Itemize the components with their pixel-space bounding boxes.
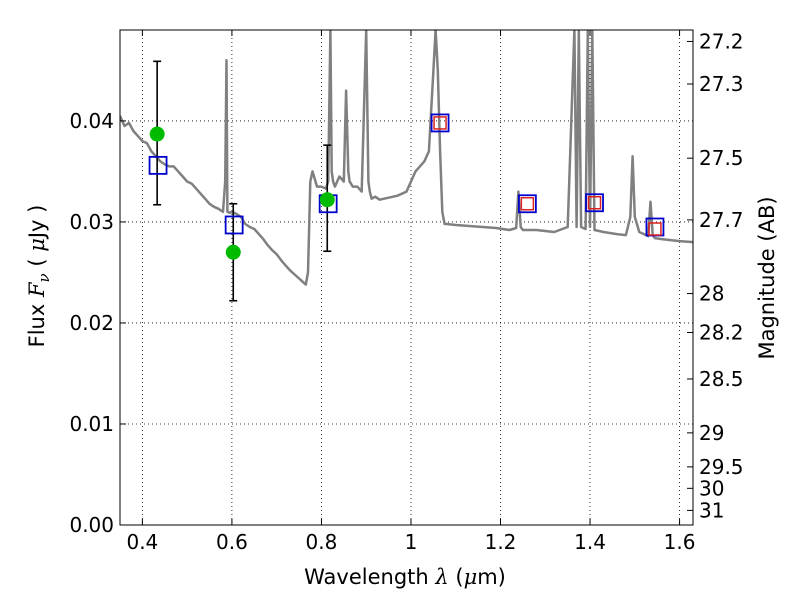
x-label-mu: μ — [464, 565, 478, 589]
mag-tick-label: 27.2 — [699, 29, 744, 53]
x-label-text: Wavelength — [304, 565, 435, 589]
model-point — [224, 215, 244, 235]
y-label-paren: ( — [25, 252, 49, 274]
mag-tick-label: 28.5 — [699, 367, 744, 391]
mag-tick-label: 30 — [699, 476, 724, 500]
mag-tick-label: 31 — [699, 498, 724, 522]
y-label-F: F — [25, 281, 49, 298]
y-tick-label: 0.02 — [69, 311, 114, 335]
upper-point — [520, 197, 535, 211]
mag-tick-label: 27.7 — [699, 208, 744, 232]
mag-tick-label: 27.5 — [699, 146, 744, 170]
y-tick-label: 0.04 — [69, 109, 114, 133]
y-label-nu: ν — [35, 273, 53, 282]
x-tick-label: 0.8 — [306, 530, 338, 554]
mag-tick-label: 29.5 — [699, 455, 744, 479]
observed-point — [225, 244, 241, 260]
x-axis-label: Wavelength λ (μm) — [304, 565, 506, 589]
magnitude-axis-label: Magnitude (AB) — [755, 196, 779, 359]
observed-point — [319, 192, 335, 208]
mag-tick-label: 28.2 — [699, 320, 744, 344]
y-label-mu: μ — [25, 238, 49, 252]
y-tick-label: 0.00 — [69, 513, 114, 537]
y-tick-label: 0.03 — [69, 210, 114, 234]
y-tick-label: 0.01 — [69, 412, 114, 436]
x-tick-label: 1 — [405, 530, 418, 554]
observed-point — [149, 126, 165, 142]
x-label-lambda: λ — [434, 565, 448, 589]
x-label-paren: ( — [449, 565, 464, 589]
spectrum-line — [120, 30, 693, 286]
x-tick-label: 0.6 — [216, 530, 248, 554]
ticks-layer: 0.4 0.6 0.8 1 1.2 1.4 1.6 0.00 0.01 0.02 0.03 0.04 2… — [69, 29, 743, 554]
plot-frame — [119, 29, 694, 526]
model-point — [585, 193, 604, 213]
plot-area — [120, 30, 693, 302]
x-tick-label: 1.6 — [664, 530, 696, 554]
y-label-text: Flux — [25, 297, 49, 347]
grid-layer — [120, 30, 693, 525]
x-tick-label: 1.4 — [574, 530, 606, 554]
upper-point — [433, 116, 447, 130]
mag-tick-label: 29 — [699, 421, 724, 445]
y-axis-label: Flux Fν ( μJy ) — [25, 205, 53, 348]
y-label-unit: Jy ) — [25, 205, 49, 241]
model-point — [148, 155, 168, 175]
x-label-unit: m) — [477, 565, 506, 589]
upper-point — [648, 222, 662, 236]
x-tick-label: 0.4 — [126, 530, 158, 554]
model-point — [430, 113, 450, 133]
mag-tick-label: 28 — [699, 282, 724, 306]
x-tick-label: 1.2 — [485, 530, 517, 554]
mag-tick-label: 27.3 — [699, 72, 744, 96]
upper-point — [587, 195, 602, 210]
model-point — [517, 194, 537, 214]
